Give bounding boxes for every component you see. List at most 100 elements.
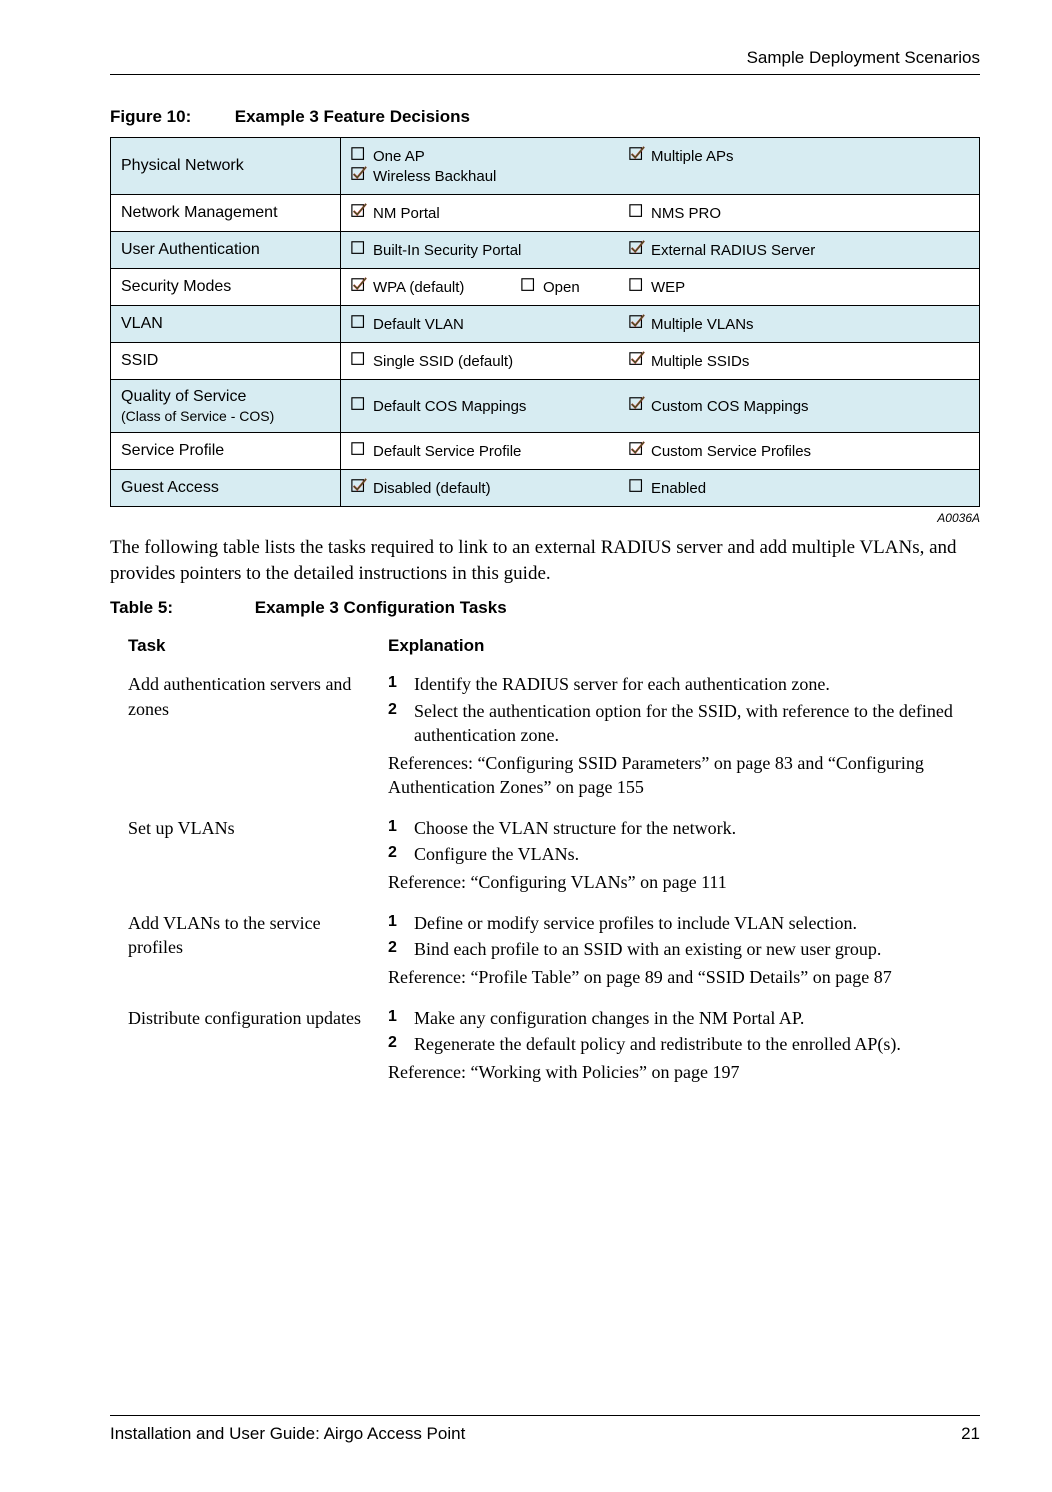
step-number: 1 [388,816,402,840]
feature-option: NMS PRO [629,203,889,223]
checkbox-icon [521,277,537,297]
step-text: Select the authentication option for the… [414,699,980,748]
feature-option: Custom Service Profiles [629,441,889,461]
option-label: External RADIUS Server [651,242,815,259]
checkbox-icon [629,441,645,461]
checkbox-icon [351,441,367,461]
feature-row-label: Guest Access [111,470,341,507]
col-header-explanation: Explanation [370,630,980,666]
feature-option: Custom COS Mappings [629,396,889,416]
feature-option: Default VLAN [351,314,629,334]
feature-row: SSIDSingle SSID (default)Multiple SSIDs [111,343,980,380]
checkbox-icon [629,203,645,223]
feature-row-options: Default COS Mappings Custom COS Mappings [341,380,980,433]
table-label: Table 5: [110,598,250,618]
checkbox-icon [629,351,645,371]
table-caption: Table 5: Example 3 Configuration Tasks [110,598,980,618]
option-label: Default COS Mappings [373,398,526,415]
task-references: Reference: “Configuring VLANs” on page 1… [388,870,980,894]
task-step: 1 Choose the VLAN structure for the netwo… [388,816,980,840]
feature-option: Multiple SSIDs [629,351,889,371]
task-name: Add authentication servers and zones [110,666,370,809]
feature-row: Physical NetworkOne APMultiple APsWirele… [111,138,980,195]
task-name: Set up VLANs [110,810,370,905]
step-text: Define or modify service profiles to inc… [414,911,857,935]
figure-id: A0036A [110,511,980,525]
task-explanation: 1Identify the RADIUS server for each aut… [370,666,980,809]
option-label: Enabled [651,480,706,497]
checkbox-icon [351,146,367,166]
feature-row-options: Default VLAN Multiple VLANs [341,306,980,343]
checkbox-icon [351,240,367,260]
step-number: 1 [388,911,402,935]
figure-title: Example 3 Feature Decisions [235,107,470,126]
task-explanation: 1Make any configuration changes in the N… [370,1000,980,1095]
section-title: Sample Deployment Scenarios [747,48,980,68]
checkbox-icon [351,396,367,416]
step-number: 1 [388,1006,402,1030]
feature-option: WEP [629,277,737,297]
feature-option: Enabled [629,478,889,498]
checkbox-icon [629,396,645,416]
task-explanation: 1 Choose the VLAN structure for the netwo… [370,810,980,905]
step-number: 2 [388,937,402,961]
checkbox-icon [351,351,367,371]
step-text: Choose the VLAN structure for the networ… [414,816,736,840]
feature-row: Quality of Service(Class of Service - CO… [111,380,980,433]
feature-row: Service Profile Default Service Profile Cu… [111,433,980,470]
feature-row: Guest Access Disabled (default) Enabled [111,470,980,507]
option-label: Single SSID (default) [373,353,513,370]
feature-option: WPA (default) [351,277,521,297]
option-label: Built-In Security Portal [373,242,521,259]
feature-option: Built-In Security Portal [351,240,629,260]
checkbox-icon [629,314,645,334]
feature-row-options: Default Service Profile Custom Service Pr… [341,433,980,470]
step-number: 2 [388,1032,402,1056]
option-label: WEP [651,279,685,296]
task-explanation: 1 Define or modify service profiles to in… [370,905,980,1000]
task-name: Add VLANs to the service profiles [110,905,370,1000]
feature-option: Disabled (default) [351,478,629,498]
checkbox-icon [351,478,367,498]
checkbox-icon [629,277,645,297]
feature-row-label: User Authentication [111,232,341,269]
option-label: Disabled (default) [373,480,491,497]
feature-option: NM Portal [351,203,629,223]
option-label: Custom Service Profiles [651,443,811,460]
task-step: 1 Define or modify service profiles to in… [388,911,980,935]
option-label: Multiple VLANs [651,316,754,333]
task-step: 2Configure the VLANs. [388,842,980,866]
step-text: Identify the RADIUS server for each auth… [414,672,830,696]
feature-option: External RADIUS Server [629,240,889,260]
feature-row-label: VLAN [111,306,341,343]
feature-row-label: Quality of Service(Class of Service - CO… [111,380,341,433]
feature-option: Default Service Profile [351,441,629,461]
checkbox-icon [351,203,367,223]
task-name: Distribute configuration updates [110,1000,370,1095]
option-label: NM Portal [373,205,440,222]
feature-row-label: Security Modes [111,269,341,306]
step-text: Regenerate the default policy and redist… [414,1032,901,1056]
checkbox-icon [351,166,367,186]
feature-decisions-table: Physical NetworkOne APMultiple APsWirele… [110,137,980,507]
task-step: 2 Bind each profile to an SSID with an ex… [388,937,980,961]
option-label: Default Service Profile [373,443,521,460]
task-references: Reference: “Working with Policies” on pa… [388,1060,980,1084]
task-row: Set up VLANs 1 Choose the VLAN structure f… [110,810,980,905]
feature-row-label: Service Profile [111,433,341,470]
feature-option: Multiple VLANs [629,314,889,334]
option-label: NMS PRO [651,205,721,222]
running-header: Sample Deployment Scenarios [110,48,980,75]
feature-option: One AP [351,146,629,166]
task-row: Add authentication servers and zones1Ide… [110,666,980,809]
task-row: Add VLANs to the service profiles 1 Define… [110,905,980,1000]
figure-caption: Figure 10: Example 3 Feature Decisions [110,107,980,127]
feature-row-label: Network Management [111,195,341,232]
step-text: Bind each profile to an SSID with an exi… [414,937,881,961]
feature-row: Network Management NM Portal NMS PRO [111,195,980,232]
feature-row-label: Physical Network [111,138,341,195]
task-step: 2Select the authentication option for th… [388,699,980,748]
option-label: Multiple SSIDs [651,353,749,370]
task-step: 1Make any configuration changes in the N… [388,1006,980,1030]
figure-label: Figure 10: [110,107,230,127]
